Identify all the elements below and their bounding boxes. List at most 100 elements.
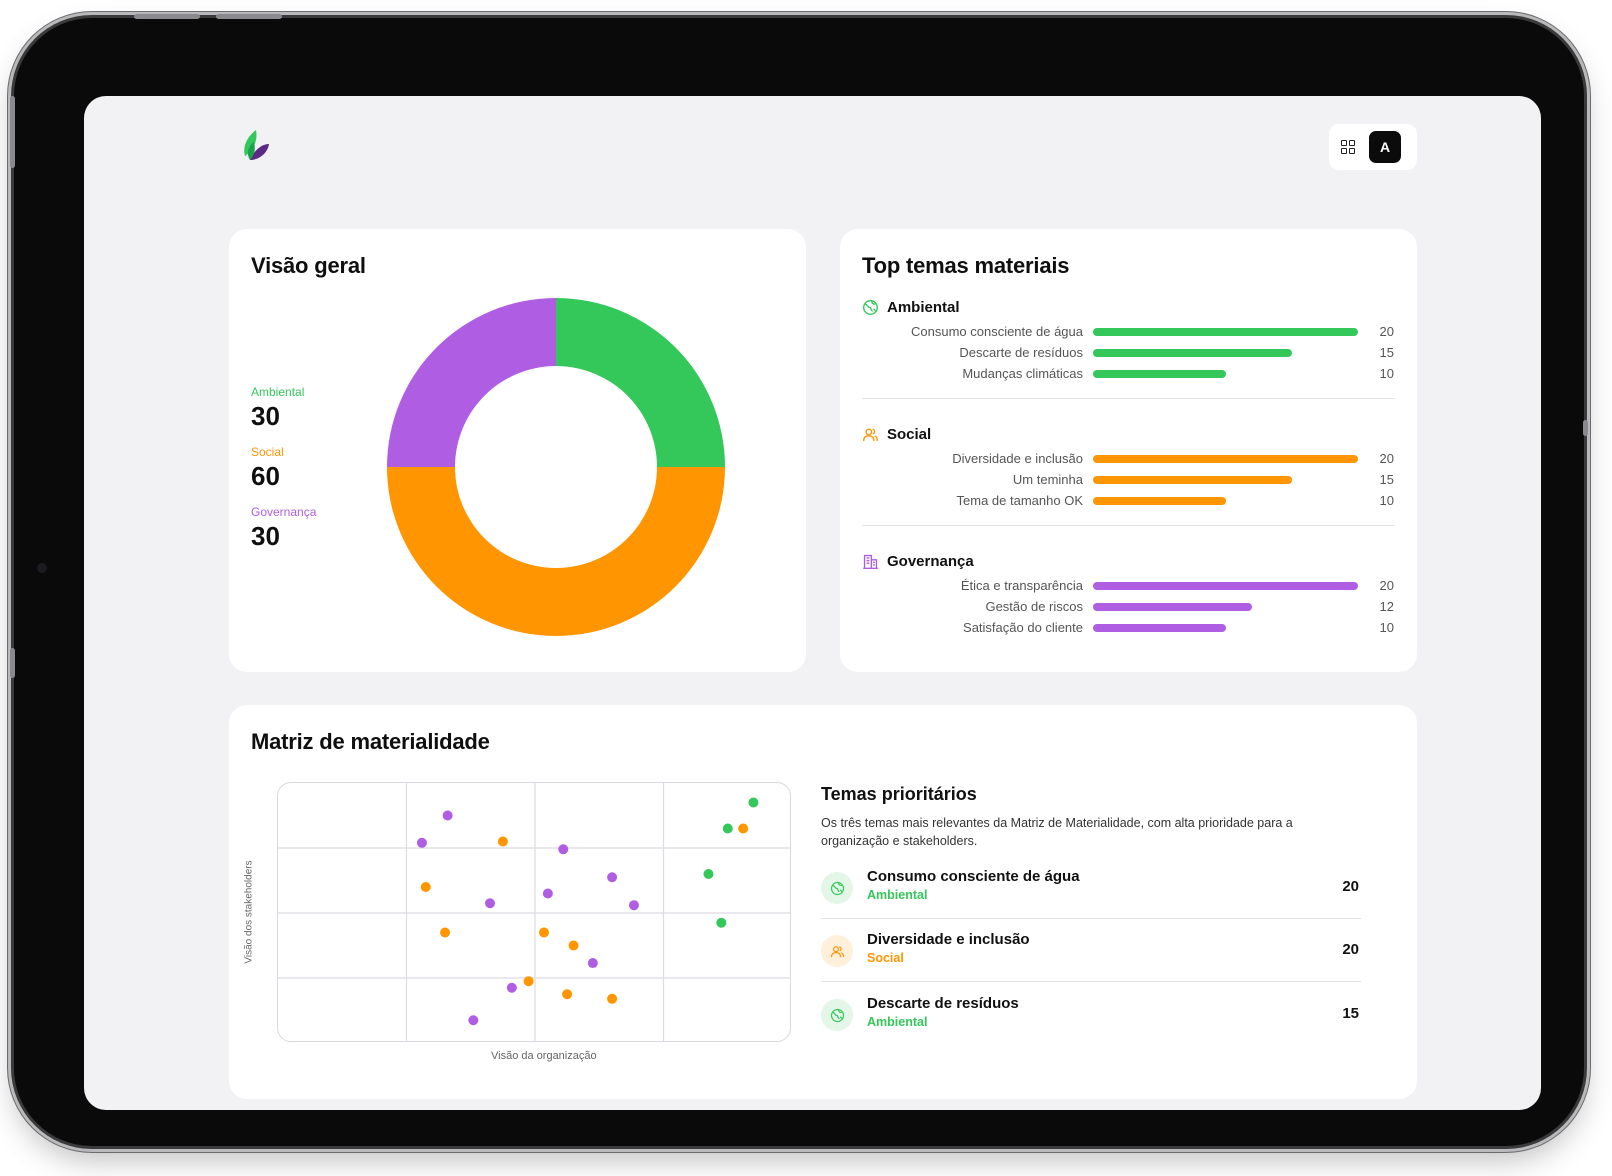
point-social[interactable] [568, 940, 579, 951]
theme-value: 10 [1379, 620, 1394, 635]
theme-bar [1093, 455, 1358, 463]
point-governança[interactable] [607, 872, 618, 883]
priority-value: 20 [1342, 941, 1359, 958]
legend-value: 30 [251, 401, 280, 431]
x-axis-label: Visão da organização [491, 1050, 597, 1062]
theme-value: 20 [1379, 578, 1394, 593]
priority-name: Consumo consciente de água [867, 868, 1080, 885]
category-name: Ambiental [887, 299, 960, 316]
header-toolbar: A [1329, 124, 1417, 170]
priority-name: Diversidade e inclusão [867, 931, 1030, 948]
matrix-title: Matriz de materialidade [251, 729, 490, 754]
point-social[interactable] [420, 882, 431, 892]
priority-item[interactable]: Diversidade e inclusão Social 20 [821, 929, 1361, 991]
theme-bar [1093, 603, 1252, 611]
priority-value: 15 [1342, 1005, 1359, 1022]
point-governança[interactable] [468, 1015, 479, 1026]
legend-ambiental: Ambiental 30 [251, 385, 304, 432]
theme-bar [1093, 370, 1226, 378]
theme-value: 12 [1379, 599, 1394, 614]
point-governança[interactable] [628, 900, 639, 911]
point-social[interactable] [738, 823, 749, 834]
category-governança: Governança [862, 553, 974, 570]
theme-row: Consumo consciente de água 20 [840, 322, 1417, 342]
donut-slice-ambiental[interactable] [556, 298, 725, 467]
app-screen: A Visão geral Ambiental 30 Social 60 Gov… [84, 96, 1541, 1110]
top-temas-card: Top temas materiais Ambiental Consumo con… [840, 229, 1417, 672]
grid-icon[interactable] [1341, 140, 1355, 154]
point-ambiental[interactable] [722, 823, 733, 834]
divider [821, 981, 1361, 982]
theme-value: 15 [1379, 345, 1394, 360]
theme-label: Gestão de riscos [985, 599, 1083, 614]
point-governança[interactable] [416, 837, 427, 848]
theme-label: Tema de tamanho OK [956, 493, 1083, 508]
divider [862, 525, 1395, 526]
y-axis-label: Visão dos stakeholders [243, 860, 255, 964]
legend-value: 30 [251, 521, 280, 551]
theme-bar [1093, 328, 1358, 336]
theme-row: Descarte de resíduos 15 [840, 343, 1417, 363]
point-social[interactable] [523, 976, 534, 987]
scatter-svg [278, 783, 790, 1041]
point-ambiental[interactable] [748, 797, 759, 808]
donut-chart [387, 298, 725, 636]
point-social[interactable] [497, 836, 508, 847]
camera [37, 563, 47, 573]
point-social[interactable] [562, 989, 573, 1000]
priority-icon-badge [821, 872, 853, 904]
legend-value: 60 [251, 461, 280, 491]
point-social[interactable] [538, 927, 549, 938]
priority-title: Temas prioritários [821, 784, 977, 804]
theme-row: Ética e transparência 20 [840, 576, 1417, 596]
users-icon [830, 945, 844, 957]
scatter-plot [277, 782, 791, 1042]
overview-title: Visão geral [251, 253, 366, 278]
theme-row: Tema de tamanho OK 10 [840, 491, 1417, 511]
priority-category: Ambiental [867, 1015, 928, 1029]
point-governança[interactable] [542, 888, 553, 899]
priority-category: Social [867, 951, 904, 965]
point-social[interactable] [607, 993, 618, 1004]
priority-icon-badge [821, 999, 853, 1031]
point-ambiental[interactable] [716, 917, 727, 928]
globe-icon [863, 300, 878, 315]
leaf-logo[interactable] [236, 126, 276, 166]
theme-value: 20 [1379, 324, 1394, 339]
point-governança[interactable] [485, 898, 496, 909]
avatar[interactable]: A [1369, 131, 1401, 163]
tablet-frame: A Visão geral Ambiental 30 Social 60 Gov… [10, 14, 1588, 1146]
device-button [1583, 420, 1588, 436]
point-governança[interactable] [506, 982, 517, 993]
theme-row: Gestão de riscos 12 [840, 597, 1417, 617]
priority-item[interactable]: Consumo consciente de água Ambiental 20 [821, 866, 1361, 928]
theme-label: Satisfação do cliente [963, 620, 1083, 635]
category-social: Social [862, 426, 931, 443]
point-governança[interactable] [442, 810, 453, 821]
device-button [134, 14, 200, 19]
category-name: Social [887, 426, 932, 443]
priority-value: 20 [1342, 878, 1359, 895]
matrix-card: Matriz de materialidade Visão dos stakeh… [229, 705, 1417, 1099]
point-ambiental[interactable] [703, 869, 714, 879]
theme-bar [1093, 476, 1292, 484]
divider [862, 398, 1395, 399]
point-governança[interactable] [587, 958, 598, 969]
priority-name: Descarte de resíduos [867, 995, 1019, 1012]
theme-value: 15 [1379, 472, 1394, 487]
donut-slice-social[interactable] [387, 467, 725, 636]
point-governança[interactable] [558, 844, 569, 855]
top-temas-title: Top temas materiais [862, 253, 1070, 278]
priority-category: Ambiental [867, 888, 928, 902]
theme-label: Diversidade e inclusão [952, 451, 1083, 466]
theme-row: Diversidade e inclusão 20 [840, 449, 1417, 469]
theme-value: 10 [1379, 366, 1394, 381]
point-social[interactable] [440, 927, 451, 938]
donut-slice-governança[interactable] [387, 298, 556, 467]
globe-icon [830, 1008, 844, 1022]
priority-item[interactable]: Descarte de resíduos Ambiental 15 [821, 993, 1361, 1055]
theme-bar [1093, 624, 1226, 632]
theme-bar [1093, 582, 1358, 590]
theme-label: Um teminha [1012, 472, 1083, 487]
theme-label: Consumo consciente de água [910, 324, 1083, 339]
